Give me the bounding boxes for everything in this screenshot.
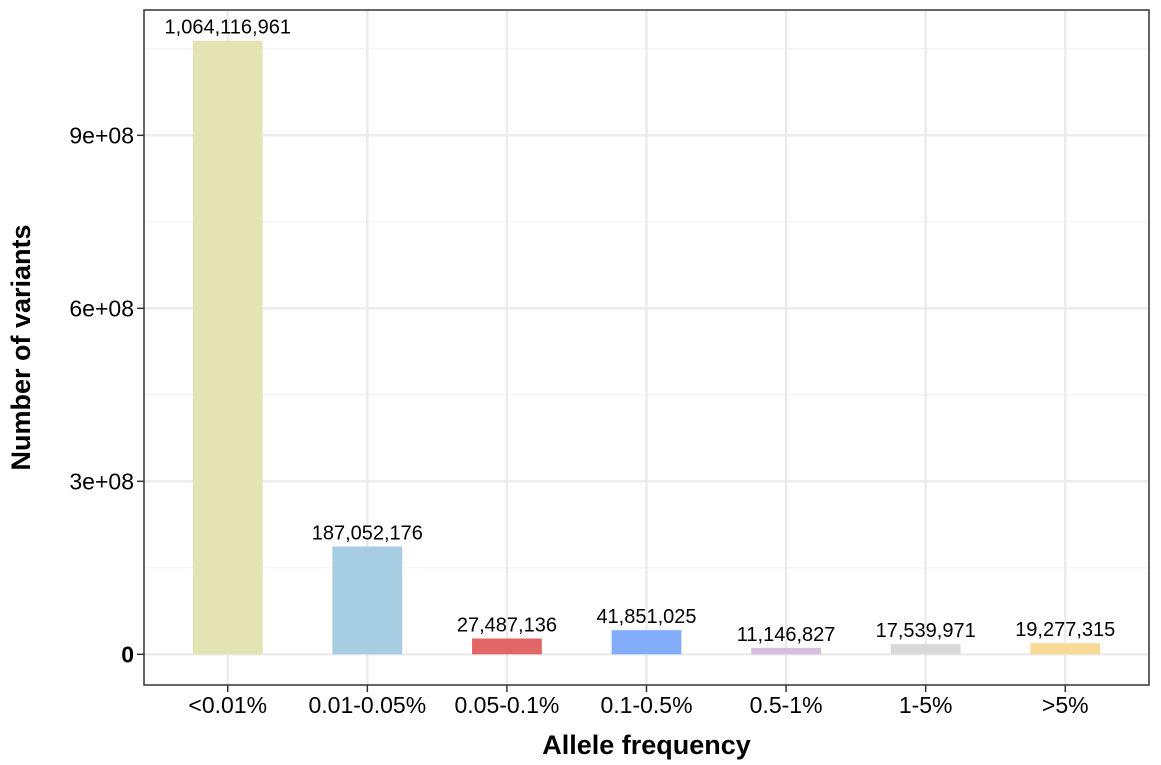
y-axis: 0 3e+08 6e+08 9e+08	[69, 122, 144, 667]
x-tick-label: 1-5%	[899, 692, 953, 718]
x-axis: <0.01% 0.01-0.05% 0.05-0.1% 0.1-0.5% 0.5-1% 1…	[188, 685, 1089, 718]
bars-group	[192, 40, 1101, 655]
x-tick-label: 0.05-0.1%	[454, 692, 559, 718]
bar-2	[332, 546, 403, 655]
bar-value-labels: 1,064,116,961 187,052,176 27,487,136 41,851…	[165, 17, 1116, 646]
x-tick-label: 0.01-0.05%	[309, 692, 427, 718]
bar-value-label: 27,487,136	[457, 614, 557, 636]
bar-value-label: 41,851,025	[596, 606, 696, 628]
bar-4	[611, 630, 682, 655]
x-axis-title: Allele frequency	[542, 730, 751, 760]
bar-value-label: 17,539,971	[876, 620, 976, 642]
bar-value-label: 187,052,176	[312, 522, 423, 544]
y-tick-label: 3e+08	[69, 468, 134, 494]
bar-5	[751, 647, 821, 655]
bar-7	[1030, 643, 1101, 655]
major-gridlines	[144, 10, 1149, 685]
x-tick-label: >5%	[1042, 692, 1089, 718]
bar-3	[472, 638, 542, 655]
y-axis-title: Number of variants	[6, 224, 36, 470]
bar-value-label: 11,146,827	[737, 624, 836, 646]
y-tick-label: 0	[121, 641, 134, 667]
bar-value-label: 19,277,315	[1015, 619, 1115, 641]
bar-value-label: 1,064,116,961	[165, 17, 291, 39]
y-tick-label: 6e+08	[69, 295, 134, 321]
bar-1	[192, 40, 263, 655]
x-tick-label: 0.5-1%	[750, 692, 823, 718]
bar-6	[890, 644, 961, 655]
x-tick-label: <0.01%	[188, 692, 267, 718]
y-tick-label: 9e+08	[69, 122, 134, 148]
x-tick-label: 0.1-0.5%	[600, 692, 692, 718]
